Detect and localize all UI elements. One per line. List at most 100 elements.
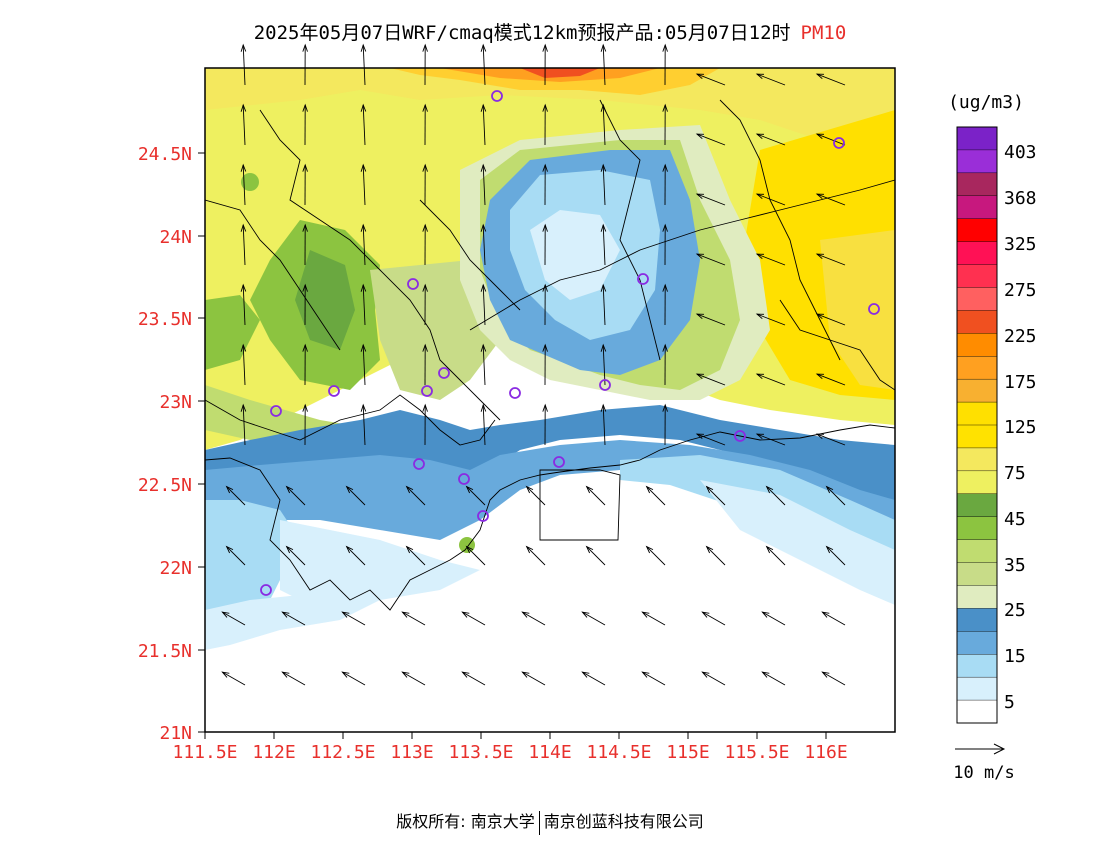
wind-arrow (362, 44, 366, 86)
wind-arrow-head (641, 671, 650, 678)
boundary-lines (205, 99, 895, 611)
wind-arrow-head (240, 163, 247, 172)
wind-arrow-head (645, 485, 654, 494)
wind-arrow-head (225, 485, 234, 494)
wind-arrow-head (695, 73, 705, 80)
legend-level: 25 (1004, 600, 1026, 621)
wind-arrow-head (755, 313, 765, 320)
legend-level: 275 (1004, 280, 1037, 301)
wind-arrow-head (302, 163, 308, 172)
wind-arrow-head (480, 223, 487, 232)
legend-level: 45 (1004, 509, 1026, 530)
legend-swatch (956, 631, 998, 655)
copyright-footer: 版权所有: 南京大学 南京创蓝科技有限公司 (0, 808, 1100, 835)
wind-arrow-head (542, 43, 548, 52)
wind-arrow (242, 104, 246, 146)
wind-arrow-head (695, 433, 705, 440)
wind-arrow-head (765, 545, 774, 554)
wind-arrow-head (302, 403, 308, 412)
wind-arrow-head (401, 671, 410, 678)
wind-arrow-head (465, 545, 474, 554)
wind-arrow-head (422, 283, 428, 292)
wind-arrow-head (341, 671, 350, 678)
wind-arrow (362, 344, 366, 386)
wind-arrow-head (285, 485, 294, 494)
wind-arrow-head (755, 193, 765, 200)
wind-arrow (522, 611, 546, 626)
wind-arrow-head (480, 403, 487, 412)
wind-arrow-head (765, 485, 774, 494)
wind-arrow-head (405, 545, 414, 554)
wind-arrow (706, 546, 726, 566)
wind-arrow-head (662, 283, 668, 292)
legend-level: 325 (1004, 234, 1037, 255)
wind-arrow-head (345, 545, 354, 554)
wind-arrow-head (825, 545, 834, 554)
wind-arrow-head (360, 43, 367, 52)
pollutant-label: PM10 (800, 22, 847, 44)
wind-arrow-head (525, 545, 534, 554)
wind-arrow (242, 44, 246, 86)
wind-arrow (696, 433, 726, 446)
wind-arrow (582, 611, 606, 626)
wind-arrow (222, 671, 246, 686)
wind-arrow-head (815, 193, 825, 200)
wind-arrow (816, 133, 846, 146)
wind-arrow-head (360, 103, 367, 112)
wind-arrow-head (600, 283, 607, 292)
wind-arrow (482, 44, 486, 86)
wind-arrow-head (695, 133, 705, 140)
wind-arrow-head (480, 283, 487, 292)
wind-arrow (402, 671, 426, 686)
wind-arrow (362, 104, 366, 146)
wind-arrow-head (542, 403, 548, 412)
wind-arrow (602, 164, 606, 206)
wind-arrow (242, 284, 246, 326)
wind-arrow-head (422, 103, 428, 112)
wind-arrow-head (662, 163, 668, 172)
wind-arrow-head (360, 343, 367, 352)
wind-arrow (482, 344, 486, 386)
wind-arrow (646, 486, 666, 506)
wind-arrow-head (240, 403, 247, 412)
wind-arrow (696, 373, 726, 386)
legend-swatch (956, 401, 998, 426)
wind-arrow-head (465, 485, 474, 494)
lon-label: 112.5E (310, 742, 375, 763)
wind-arrow (702, 671, 726, 686)
wind-arrow-head (695, 313, 705, 320)
wind-arrow-head (815, 133, 825, 140)
legend-level: 403 (1004, 142, 1037, 163)
wind-arrow (526, 546, 546, 566)
wind-arrow-head (302, 223, 308, 232)
wind-arrow-head (422, 163, 428, 172)
wind-arrow-head (755, 373, 765, 380)
wind-arrow-head (695, 373, 705, 380)
wind-arrow (346, 486, 366, 506)
lon-label: 113.5E (448, 742, 513, 763)
legend-swatch (956, 608, 998, 632)
wind-arrow-head (662, 223, 668, 232)
wind-arrow-head (285, 545, 294, 554)
wind-arrow-head (755, 253, 765, 260)
lat-label: 23.5N (138, 309, 192, 330)
wind-arrow-head (360, 403, 367, 412)
legend-swatch (956, 218, 998, 243)
legend-level: 125 (1004, 417, 1037, 438)
lon-axis: 111.5E 112E 112.5E 113E 113.5E 114E 114.… (172, 732, 848, 763)
legend-swatch (956, 516, 998, 541)
legend-swatch (956, 149, 998, 174)
wind-arrow-head (600, 343, 607, 352)
wind-arrow (766, 546, 786, 566)
lat-label: 23N (159, 392, 192, 413)
wind-arrow-head (221, 671, 230, 678)
wind-arrow-head (360, 223, 367, 232)
legend-unit: (ug/m3) (948, 92, 1024, 113)
wind-arrow-head (542, 283, 548, 292)
wind-arrow (696, 253, 726, 266)
wind-arrow-head (815, 73, 825, 80)
wind-arrow (602, 344, 606, 386)
wind-arrow-head (600, 223, 607, 232)
wind-arrow (406, 546, 426, 566)
